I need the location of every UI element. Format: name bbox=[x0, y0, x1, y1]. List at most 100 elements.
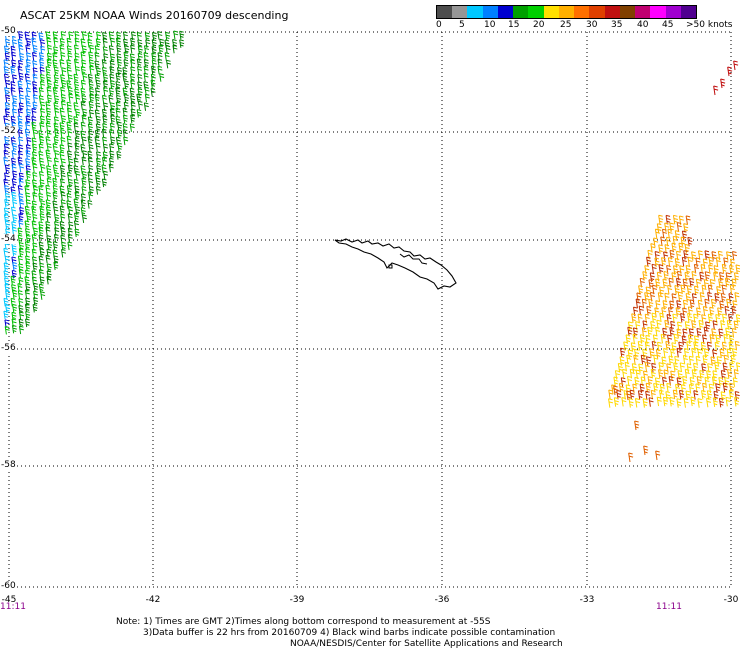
wind-barb bbox=[671, 242, 677, 253]
wind-barb bbox=[81, 156, 87, 166]
wind-barb bbox=[630, 342, 636, 352]
wind-barb bbox=[11, 150, 17, 159]
wind-barb bbox=[80, 79, 86, 89]
wind-barb bbox=[663, 369, 669, 379]
south-georgia-coastline bbox=[334, 238, 457, 290]
wind-barb bbox=[713, 85, 719, 96]
wind-barb bbox=[31, 220, 37, 230]
wind-barb bbox=[651, 263, 657, 274]
legend-swatch bbox=[558, 6, 575, 18]
wind-barb bbox=[32, 44, 38, 54]
wind-barb bbox=[654, 257, 660, 267]
wind-barb bbox=[691, 369, 697, 379]
wind-barb bbox=[3, 247, 9, 257]
wind-barb bbox=[18, 102, 24, 111]
wind-barb bbox=[701, 363, 707, 373]
wind-barb bbox=[26, 212, 32, 222]
wind-barb bbox=[60, 100, 66, 110]
wind-barb bbox=[150, 65, 157, 75]
lat-lon-grid bbox=[8, 31, 732, 588]
wind-barb bbox=[673, 333, 679, 344]
wind-barb bbox=[173, 30, 179, 40]
wind-barb bbox=[18, 45, 24, 54]
wind-barb bbox=[53, 261, 59, 271]
wind-barb bbox=[638, 363, 644, 374]
wind-barb bbox=[116, 94, 122, 104]
wind-barb bbox=[658, 214, 664, 225]
wind-barb bbox=[714, 341, 720, 352]
wind-barb bbox=[4, 185, 10, 194]
wind-barb bbox=[690, 396, 696, 407]
wind-barb bbox=[124, 45, 130, 54]
wind-barb bbox=[693, 285, 700, 296]
wind-barb bbox=[40, 291, 46, 300]
wind-barb bbox=[136, 32, 142, 41]
wind-barb bbox=[634, 376, 640, 387]
wind-barb bbox=[648, 397, 654, 407]
wind-barb bbox=[32, 172, 38, 181]
wind-barb bbox=[709, 334, 715, 344]
wind-barb bbox=[681, 256, 687, 267]
wind-barb bbox=[649, 348, 655, 358]
wind-barb bbox=[87, 157, 93, 166]
wind-barb bbox=[101, 59, 107, 68]
wind-barb bbox=[608, 398, 614, 408]
wind-barb bbox=[25, 144, 31, 153]
wind-barb bbox=[731, 348, 738, 358]
lon-label: -36 bbox=[434, 595, 450, 605]
wind-barb bbox=[696, 327, 702, 338]
wind-barb bbox=[38, 193, 44, 202]
wind-barb bbox=[73, 165, 79, 174]
wind-barb bbox=[644, 265, 650, 275]
wind-barb bbox=[3, 297, 9, 307]
wind-barb bbox=[634, 348, 640, 359]
wind-barb bbox=[52, 31, 58, 40]
wind-barb bbox=[718, 278, 724, 288]
wind-barb bbox=[67, 150, 73, 160]
wind-barb bbox=[25, 65, 31, 75]
wind-barb bbox=[75, 206, 81, 215]
wind-barb bbox=[12, 261, 18, 271]
wind-barb bbox=[60, 227, 66, 237]
wind-barb bbox=[24, 276, 30, 285]
wind-barb bbox=[81, 170, 87, 180]
wind-barb bbox=[703, 279, 709, 289]
wind-barb bbox=[116, 67, 122, 76]
wind-barb bbox=[59, 178, 65, 188]
wind-barb bbox=[45, 149, 51, 159]
wind-barb bbox=[115, 107, 121, 117]
wind-barb bbox=[12, 289, 18, 299]
wind-barb bbox=[639, 277, 645, 288]
wind-barb bbox=[654, 251, 660, 261]
wind-barb bbox=[682, 278, 688, 289]
wind-barb bbox=[638, 285, 644, 295]
wind-barb bbox=[718, 376, 724, 387]
wind-barb bbox=[683, 223, 689, 233]
wind-barb bbox=[711, 376, 717, 386]
wind-barb bbox=[706, 397, 712, 408]
wind-barb bbox=[38, 226, 44, 236]
wind-barb bbox=[629, 368, 635, 379]
wind-barb bbox=[632, 333, 638, 344]
wind-barb bbox=[66, 59, 72, 68]
wind-barb bbox=[66, 45, 72, 54]
wind-barb bbox=[32, 101, 38, 111]
wind-barb bbox=[686, 285, 692, 295]
wind-barb bbox=[61, 67, 67, 76]
wind-barb bbox=[650, 368, 656, 379]
legend-label: 25 bbox=[560, 20, 572, 30]
wind-barb bbox=[122, 114, 128, 124]
wind-barb bbox=[677, 291, 683, 302]
wind-barb bbox=[59, 44, 65, 54]
wind-barb bbox=[52, 143, 58, 152]
wind-barb bbox=[11, 311, 17, 321]
wind-barb bbox=[103, 170, 109, 180]
wind-barb bbox=[702, 305, 708, 316]
legend-ticks: 0 5 10 15 20 25 30 35 40 45 >50 knots bbox=[436, 19, 736, 33]
wind-barb bbox=[87, 123, 93, 132]
lat-label: -52 bbox=[0, 126, 17, 136]
wind-barb bbox=[4, 108, 10, 117]
wind-barb bbox=[81, 31, 87, 40]
wind-barb bbox=[74, 212, 80, 222]
wind-barb bbox=[716, 356, 722, 366]
